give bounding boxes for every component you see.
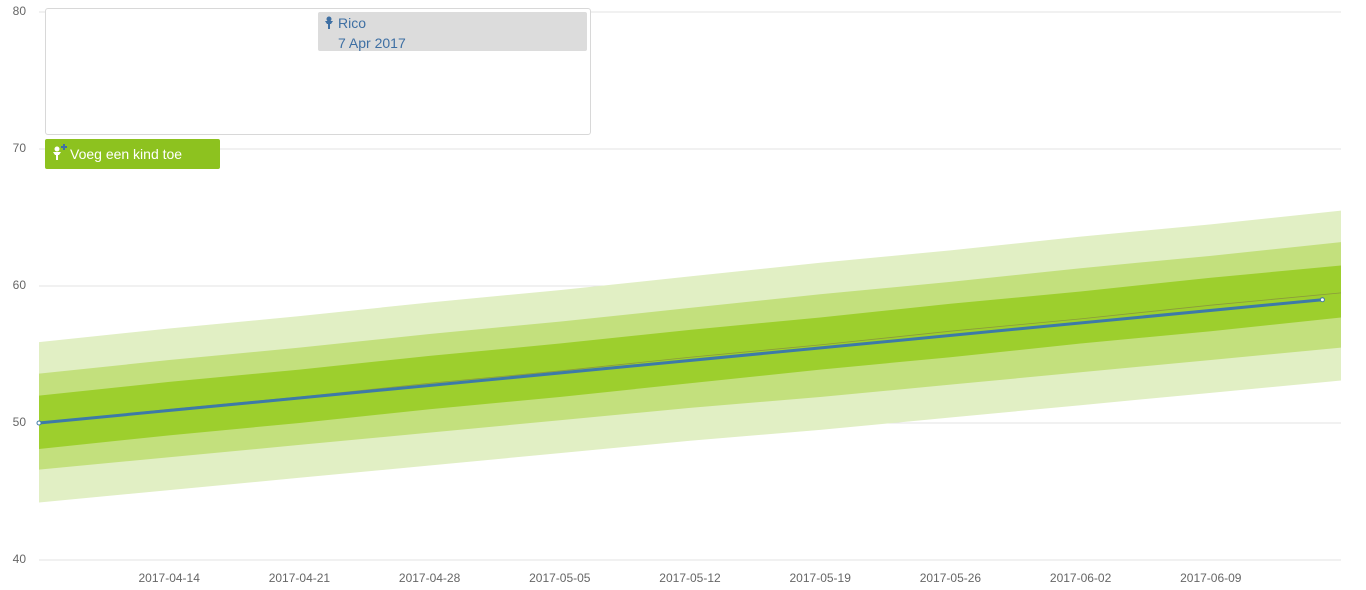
child-name: Rico bbox=[338, 15, 367, 31]
x-tick-label: 2017-04-28 bbox=[399, 571, 461, 585]
y-tick-label: 60 bbox=[13, 278, 27, 292]
x-tick-label: 2017-06-02 bbox=[1050, 571, 1112, 585]
measurement-point bbox=[1319, 297, 1325, 303]
measurement-line bbox=[38, 298, 1323, 425]
x-tick-label: 2017-04-21 bbox=[269, 571, 331, 585]
x-tick-label: 2017-05-12 bbox=[659, 571, 721, 585]
x-tick-label: 2017-05-05 bbox=[529, 571, 591, 585]
x-tick-label: 2017-05-26 bbox=[920, 571, 982, 585]
y-tick-label: 50 bbox=[13, 415, 27, 429]
measurement-point bbox=[36, 420, 42, 426]
children-panel: Rico 7 Apr 2017 bbox=[45, 8, 591, 135]
x-tick-label: 2017-06-09 bbox=[1180, 571, 1242, 585]
child-icon bbox=[325, 16, 333, 29]
add-child-label: Voeg een kind toe bbox=[70, 146, 183, 162]
x-tick-label: 2017-05-19 bbox=[790, 571, 852, 585]
child-item[interactable]: Rico 7 Apr 2017 bbox=[318, 12, 587, 51]
y-tick-label: 40 bbox=[13, 552, 27, 566]
y-tick-label: 80 bbox=[13, 4, 27, 18]
x-tick-label: 2017-04-14 bbox=[139, 571, 201, 585]
add-child-button[interactable]: Voeg een kind toe bbox=[45, 139, 220, 169]
add-icon bbox=[53, 144, 67, 160]
child-date: 7 Apr 2017 bbox=[338, 35, 406, 51]
y-tick-label: 70 bbox=[13, 141, 27, 155]
